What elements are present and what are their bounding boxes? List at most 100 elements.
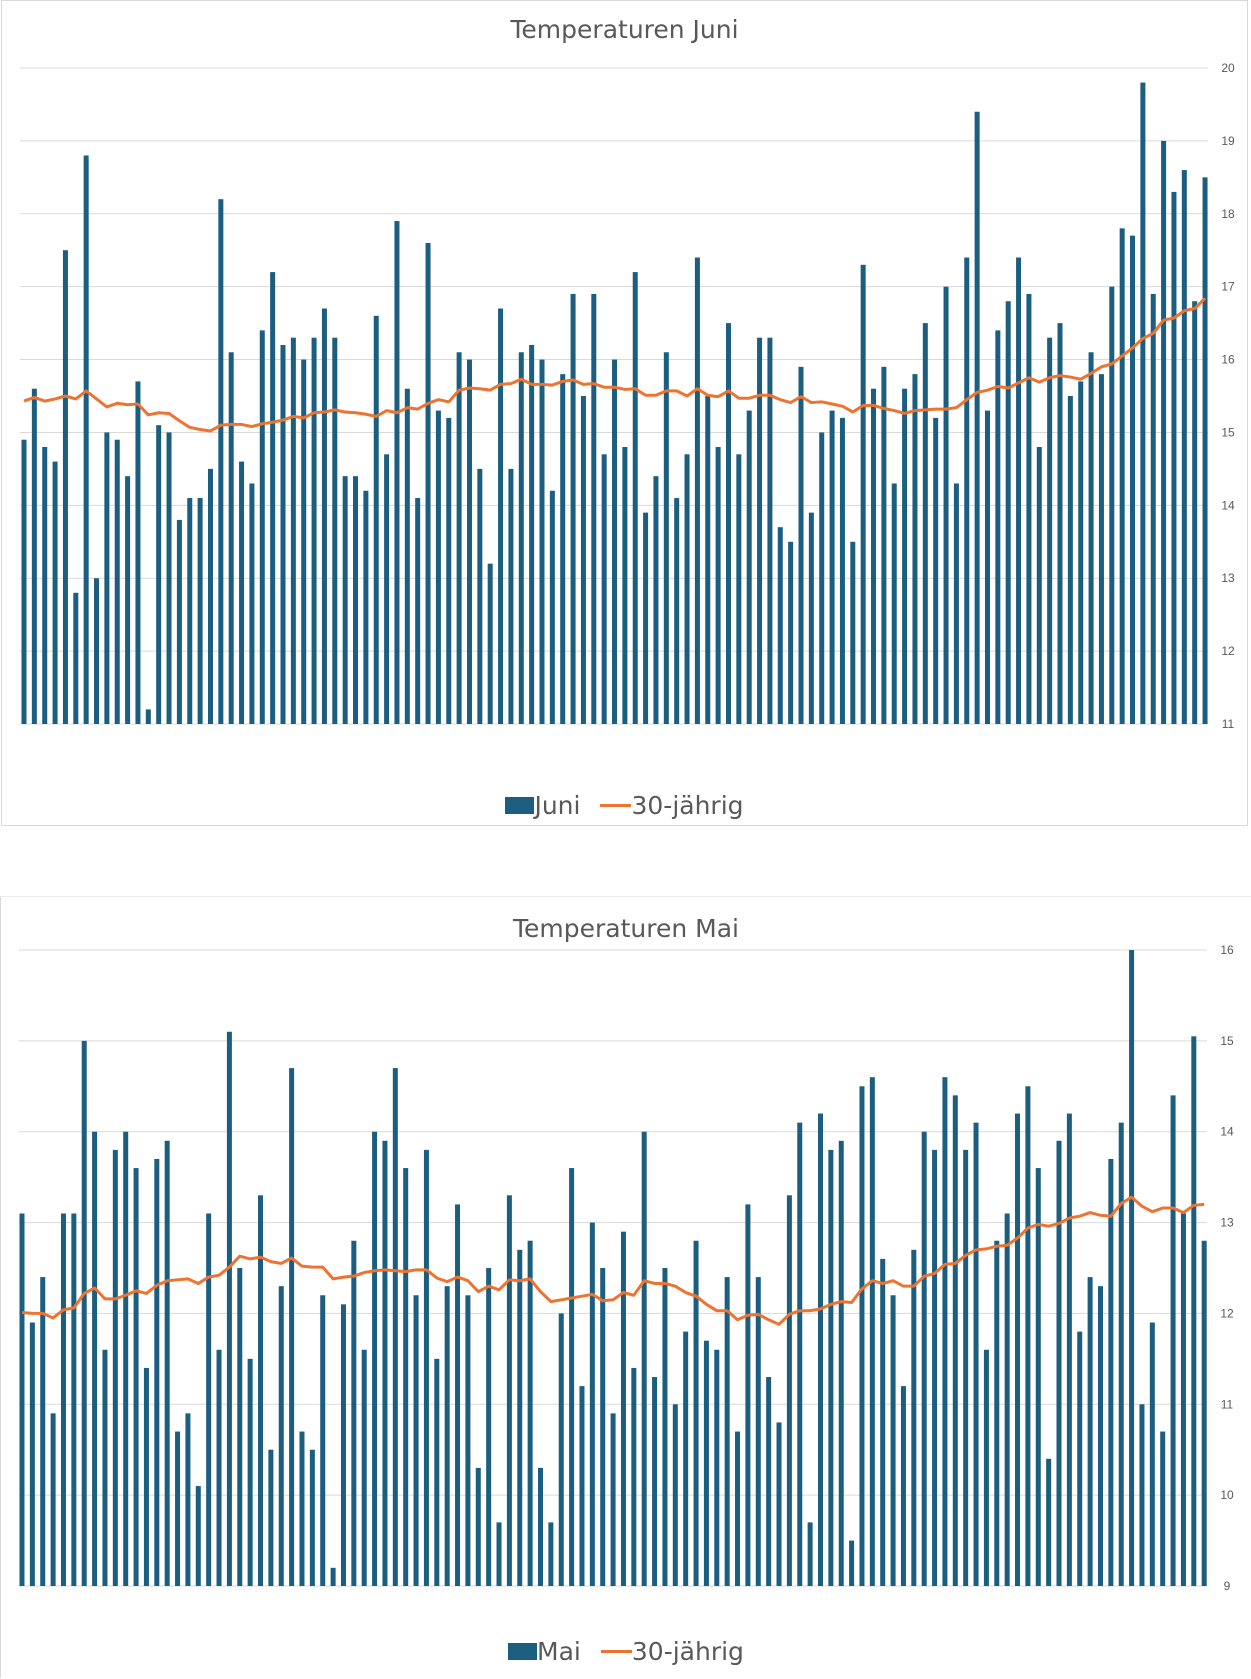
bar (1129, 950, 1135, 1586)
bar (631, 1367, 637, 1586)
bar (1088, 352, 1094, 724)
legend-item-bar[interactable]: Mai (508, 1637, 581, 1666)
bar (206, 1213, 212, 1586)
bar (819, 432, 825, 724)
bar (1130, 235, 1136, 724)
bar (620, 1231, 626, 1586)
bar (1170, 1095, 1176, 1586)
bar (974, 111, 980, 725)
bar (777, 527, 783, 724)
bar (1078, 381, 1084, 724)
y-tick-label: 18 (1221, 207, 1235, 221)
bar (517, 1249, 523, 1586)
plot-area: 11 12 13 14 15 16 17 18 19 20 (20, 61, 1235, 731)
bar (332, 337, 338, 724)
bar (548, 1522, 554, 1586)
bar (529, 344, 535, 724)
legend-label: 30-jährig (631, 1637, 744, 1666)
bar (850, 541, 856, 724)
legend-item-line[interactable]: 30-jährig (600, 791, 744, 820)
bar (579, 1386, 585, 1586)
bar (932, 1149, 938, 1586)
bar (963, 1149, 969, 1586)
bar (290, 337, 296, 724)
bar (641, 1131, 647, 1586)
bar (714, 1349, 720, 1586)
bar (143, 1367, 149, 1586)
legend[interactable]: Juni 30-jährig (2, 791, 1247, 820)
bar (942, 1077, 948, 1586)
bar (766, 1377, 772, 1586)
line-series-30-jaehrig (21, 1195, 1205, 1326)
bar (1109, 286, 1115, 724)
bar (228, 352, 234, 724)
bar (1118, 1122, 1124, 1586)
bar-swatch-icon (508, 1643, 538, 1660)
legend-item-line[interactable]: 30-jährig (600, 1637, 744, 1666)
bar (477, 468, 483, 724)
bar (757, 337, 763, 724)
bar (860, 264, 866, 724)
bar (693, 1240, 699, 1586)
bar (663, 352, 669, 724)
bar (239, 461, 245, 724)
legend-item-bar[interactable]: Juni (505, 791, 580, 820)
bar (434, 1358, 440, 1586)
bar (736, 454, 742, 724)
bar (560, 374, 566, 724)
bar (71, 1213, 77, 1586)
bar (1119, 228, 1125, 725)
y-tick-label: 19 (1221, 134, 1235, 148)
bar (549, 490, 555, 724)
bar (890, 1295, 896, 1586)
line-swatch-icon (600, 1650, 632, 1653)
bar (558, 1313, 564, 1586)
y-tick-label: 10 (1220, 1488, 1234, 1502)
bar (1026, 293, 1032, 724)
bar (788, 541, 794, 724)
bar (123, 1131, 129, 1586)
bar (807, 1522, 813, 1586)
y-tick-label: 15 (1220, 1034, 1234, 1048)
bar (881, 366, 887, 724)
chart-title: Temperaturen Mai (513, 914, 739, 943)
bar (880, 1258, 886, 1586)
bar (496, 1522, 502, 1586)
bar (600, 1268, 606, 1586)
bar (197, 498, 203, 724)
bar (1025, 1086, 1031, 1586)
y-tick-label: 17 (1221, 280, 1235, 294)
bar (798, 366, 804, 724)
bar (952, 1095, 958, 1586)
bar (455, 1204, 461, 1586)
bar (1108, 1158, 1114, 1586)
bar (83, 155, 89, 725)
bar (849, 1540, 855, 1586)
bar (133, 1168, 139, 1586)
bar (42, 447, 48, 724)
bar (62, 250, 68, 724)
bar (508, 468, 514, 724)
bar (425, 242, 431, 724)
y-tick-label: 14 (1220, 1125, 1234, 1139)
bar (1181, 170, 1187, 725)
bar (446, 417, 452, 724)
bar (662, 1268, 668, 1586)
line-series-30-jaehrig (23, 297, 1207, 433)
bar (570, 293, 576, 724)
bar (652, 1377, 658, 1586)
bar (911, 1249, 917, 1586)
chart-mai[interactable]: Temperaturen Mai 9 10 11 12 13 14 15 16 Mai 30-… (0, 896, 1251, 1678)
chart-juni[interactable]: Temperaturen Juni 11 12 13 14 15 16 17 18 19 20 J… (1, 0, 1248, 826)
legend[interactable]: Mai 30-jährig (1, 1637, 1251, 1666)
bar (767, 337, 773, 724)
bar (589, 1222, 595, 1586)
bar (403, 1168, 409, 1586)
bar (539, 359, 545, 724)
bar (465, 1295, 471, 1586)
bar (185, 1413, 191, 1586)
bar (394, 221, 400, 724)
bar (125, 476, 131, 724)
bar (40, 1277, 46, 1586)
bar (104, 432, 110, 724)
